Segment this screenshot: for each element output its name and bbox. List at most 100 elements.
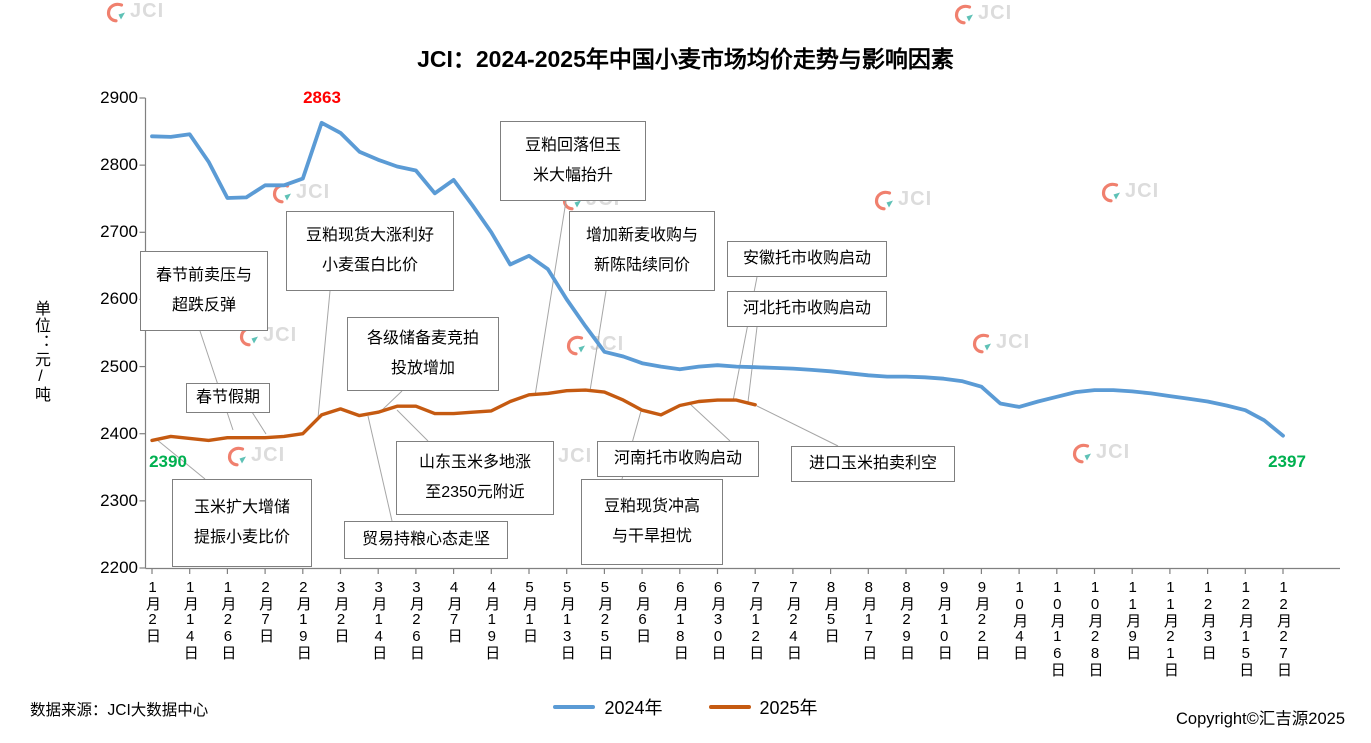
annotation-box-imported-corn: 进口玉米拍卖利空 xyxy=(791,446,955,482)
y-axis-title: 单位：元/吨 xyxy=(32,300,49,403)
jci-logo-icon xyxy=(1072,443,1091,463)
watermark-text: JCI xyxy=(1125,180,1160,202)
annotation-leader-line xyxy=(379,390,403,413)
annotation-box-hebei: 河北托市收购启动 xyxy=(727,291,887,327)
annotation-text: 河北托市收购启动 xyxy=(742,299,871,317)
jci-logo-icon xyxy=(227,446,246,466)
point-label-start-2025: 2390 xyxy=(149,452,187,471)
annotation-text: 春节假期 xyxy=(195,388,260,406)
annotation-leader-line xyxy=(199,330,234,431)
x-tick-label: 7月24日 xyxy=(784,579,802,660)
annotation-text: 安徽托市收购启动 xyxy=(742,249,871,267)
series-line-2024年 xyxy=(150,120,1285,438)
jci-watermark: JCI xyxy=(105,0,164,23)
series-line-2025年 xyxy=(150,388,757,443)
y-tick-label: 2800 xyxy=(100,155,138,175)
watermark-text: JCI xyxy=(296,181,331,203)
annotation-box-corn-reserve: 玉米扩大增储 提振小麦比价 xyxy=(172,479,312,567)
x-tick-label: 4月7日 xyxy=(445,579,463,643)
annotation-box-henan: 河南托市收购启动 xyxy=(597,441,759,477)
annotation-text: 贸易持粮心态走坚 xyxy=(361,530,490,548)
annotation-box-new-wheat: 增加新麦收购与 新陈陆续同价 xyxy=(569,211,715,291)
jci-watermark: JCI xyxy=(971,331,1030,354)
x-tick-label: 11月21日 xyxy=(1161,579,1179,677)
annotation-box-soymeal-high-drought: 豆粕现货冲高 与干旱担忧 xyxy=(581,479,723,565)
x-tick-label: 5月13日 xyxy=(558,579,576,660)
legend-label: 2024年 xyxy=(604,698,663,718)
annotation-text: 玉米扩大增储 xyxy=(193,498,290,516)
jci-watermark: JCI xyxy=(873,188,932,211)
y-tick-label: 2600 xyxy=(100,289,138,309)
annotation-box-pre-festival: 春节前卖压与 超跌反弹 xyxy=(140,251,268,331)
x-tick-label: 6月30日 xyxy=(709,579,727,660)
jci-logo-icon xyxy=(106,2,125,22)
y-tick-label: 2400 xyxy=(100,423,138,443)
annotation-text: 与干旱担忧 xyxy=(611,528,692,545)
x-tick-label: 3月26日 xyxy=(407,579,425,660)
annotation-text: 米大幅抬升 xyxy=(532,167,613,184)
x-tick-label: 5月25日 xyxy=(596,579,614,660)
annotation-box-anhui: 安徽托市收购启动 xyxy=(727,241,887,277)
annotation-box-shandong-corn: 山东玉米多地涨 至2350元附近 xyxy=(396,441,554,515)
watermark-text: JCI xyxy=(558,445,593,467)
jci-logo-icon xyxy=(972,333,991,353)
legend: 2024年 2025年 xyxy=(0,694,1371,720)
watermark-text: JCI xyxy=(898,188,933,210)
annotation-leader-line xyxy=(367,415,393,522)
x-tick-label: 10月4日 xyxy=(1011,579,1029,660)
watermark-text: JCI xyxy=(251,444,286,466)
jci-logo-icon xyxy=(566,335,585,355)
legend-label: 2025年 xyxy=(759,698,818,718)
x-tick-label: 5月1日 xyxy=(521,579,538,643)
annotation-box-festival: 春节假期 xyxy=(186,383,270,413)
x-tick-label: 7月12日 xyxy=(747,579,765,660)
annotation-text: 进口玉米拍卖利空 xyxy=(808,454,937,472)
annotation-leader-line xyxy=(251,411,267,435)
annotation-box-soymeal-fall-corn-rise: 豆粕回落但玉 米大幅抬升 xyxy=(500,121,646,201)
annotation-leader-line xyxy=(689,403,731,442)
x-tick-label: 1月26日 xyxy=(219,579,237,660)
x-tick-label: 2月19日 xyxy=(294,579,312,660)
annotation-box-reserve-auction: 各级储备麦竞拍 投放增加 xyxy=(347,317,499,391)
annotation-text: 超跌反弹 xyxy=(171,297,236,314)
y-tick-label: 2300 xyxy=(100,490,138,510)
point-label-peak-2024: 2863 xyxy=(303,88,341,107)
annotation-text: 河南托市收购启动 xyxy=(613,449,742,467)
x-tick-label: 8月5日 xyxy=(822,579,840,643)
annotation-text: 提振小麦比价 xyxy=(193,529,290,546)
jci-watermark: JCI xyxy=(953,2,1012,25)
legend-item-2025年: 2025年 xyxy=(708,694,818,720)
watermark-text: JCI xyxy=(130,0,165,22)
jci-logo-icon xyxy=(954,4,973,24)
x-tick-label: 3月2日 xyxy=(332,579,350,643)
x-tick-label: 4月19日 xyxy=(483,579,501,660)
jci-logo-icon xyxy=(1101,182,1120,202)
annotation-leader-line xyxy=(396,409,429,442)
annotation-leader-line xyxy=(317,290,331,419)
legend-line-swatch xyxy=(553,705,596,709)
x-tick-label: 1月2日 xyxy=(144,579,161,643)
watermark-text: JCI xyxy=(1096,441,1131,463)
x-tick-label: 12月27日 xyxy=(1275,579,1292,677)
annotation-leader-line xyxy=(155,438,206,480)
annotation-text: 至2350元附近 xyxy=(425,484,525,501)
legend-item-2024年: 2024年 xyxy=(553,694,663,720)
x-tick-label: 12月15日 xyxy=(1237,579,1255,677)
watermark-text: JCI xyxy=(263,324,298,346)
x-tick-label: 10月16日 xyxy=(1048,579,1066,677)
data-source: 数据来源：JCI大数据中心 xyxy=(30,702,209,719)
y-tick-label: 2500 xyxy=(100,356,138,376)
annotation-text: 豆粕现货冲高 xyxy=(603,497,700,515)
copyright: Copyright©汇吉源2025 xyxy=(1176,710,1345,728)
annotation-leader-line xyxy=(756,405,839,447)
annotation-leader-line xyxy=(534,200,567,397)
y-tick-label: 2200 xyxy=(100,558,138,577)
annotation-text: 山东玉米多地涨 xyxy=(418,453,531,471)
legend-line-swatch xyxy=(708,705,751,709)
watermark-text: JCI xyxy=(978,2,1013,24)
annotation-text: 豆粕回落但玉 xyxy=(524,136,621,154)
point-label-end-2024: 2397 xyxy=(1268,452,1306,471)
jci-watermark: JCI xyxy=(271,181,330,204)
